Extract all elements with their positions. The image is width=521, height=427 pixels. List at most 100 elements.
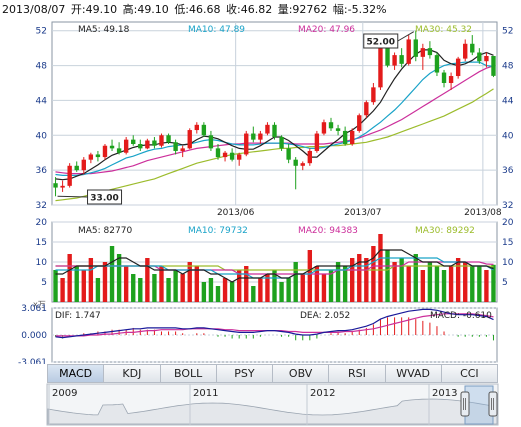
candle-body [441,72,447,83]
price-tick-label: 40 [36,131,48,141]
timeline-navigator[interactable]: 2009 2011 2012 2013 [0,383,521,427]
volume-bar [187,262,192,302]
volume-bar [378,234,383,302]
macd-legend-dea: DEA: 2.052 [300,311,350,321]
candle-body [166,135,171,143]
candle-body [229,152,235,160]
volume-bar [74,266,79,302]
volume-ma5-line [55,249,494,283]
price-tick-label: 32 [36,201,47,211]
volume-bar [60,278,65,302]
candle-body [413,39,418,57]
macd-tick-label: 3.061 [21,304,47,314]
candle-body [187,130,192,149]
candle-body [463,43,468,59]
candle-body [145,140,150,149]
tab-rsi[interactable]: RSI [329,365,386,382]
tab-cci[interactable]: CCI [460,367,479,380]
candle-body [208,135,214,149]
candle-body [470,43,475,53]
volume-bar [88,258,94,302]
volume-bar [236,270,242,302]
volume-tick-label-right: 5 [502,278,508,288]
volume-bar [116,254,122,302]
volume-bar [95,278,101,302]
tab-macd[interactable]: MACD [48,365,105,382]
candle-body [484,55,489,62]
candle-body [53,183,58,188]
volume-bar [272,270,277,302]
price-tick-label: 36 [36,166,48,176]
volume-bar [357,254,362,302]
macd-legend-macd: MACD: -0.610 [430,311,492,321]
x-tick-label: 2013/07 [344,208,381,218]
volume-bar [470,266,475,302]
volume-bar [244,266,249,302]
volume-bar [455,258,461,302]
candle-body [420,48,426,57]
tab-wvad[interactable]: WVAD [386,365,442,382]
volume-bar [385,250,390,302]
timeline-area [47,398,498,425]
price-ma10-line [55,61,494,176]
candle-body [307,150,313,164]
timeline-handle-left[interactable] [460,391,470,417]
volume-bar [67,254,72,302]
volume-bar [364,258,369,302]
quote-high: 高:49.10 [122,3,169,16]
volume-bar [434,266,440,302]
volume-tick-label: 15 [36,238,47,248]
candle-body [251,133,256,140]
volume-bar [413,254,418,302]
candle-body [286,148,291,160]
volume-bar [152,274,157,302]
candle-body [300,163,305,166]
volume-bar [342,266,348,302]
timeline-handle-right[interactable] [488,391,498,417]
volume-bar [102,262,108,302]
volume-bar [420,270,426,302]
candle-body [427,48,433,56]
volume-tick-label-right: 10 [502,258,514,268]
macd-tick-label: -3.061 [18,358,47,364]
candle-body [491,55,496,76]
macd-tick-label: 0.000 [21,331,47,341]
timeline-year-label: 2009 [52,388,77,399]
candle-body [342,130,348,144]
candle-body [102,145,108,158]
tab-boll[interactable]: BOLL [161,365,217,382]
volume-bar [265,274,270,302]
volume-bar [109,246,115,302]
volume-bar [53,270,58,302]
candle-body [180,148,185,151]
volume-bar [307,250,313,302]
price-tick-label: 52 [36,27,47,37]
candle-body [131,139,136,144]
price-tick-label-right: 40 [502,131,514,141]
price-tick-label: 48 [36,62,48,72]
quote-change: 幅:-5.32% [332,3,387,16]
price-tick-label-right: 52 [502,27,513,37]
volume-bar [427,262,433,302]
tab-kdj[interactable]: KDJ [104,365,161,382]
volume-unit-label: x万 [33,300,46,309]
candle-body [258,133,263,140]
tab-psy[interactable]: PSY [217,365,273,382]
indicator-tabs: MACD KDJ BOLL PSY OBV RSI WVAD CCI [47,364,498,383]
candle-body [244,133,249,155]
candle-body [173,142,178,151]
volume-bar [279,282,284,302]
macd-legend-dif: DIF: 1.747 [55,311,101,321]
tab-obv[interactable]: OBV [273,365,330,382]
candle-body [279,137,284,149]
candle-body [74,165,79,171]
volume-tick-label-right: 20 [502,218,514,228]
timeline-year-label: 2011 [193,388,218,399]
price-tick-label: 44 [36,96,48,106]
volume-bar [350,258,355,302]
volume-bar [159,266,164,302]
volume-bar [138,278,143,302]
volume-bar [406,266,411,302]
quote-date: 2013/08/07 [2,3,66,16]
candle-body [152,140,157,146]
